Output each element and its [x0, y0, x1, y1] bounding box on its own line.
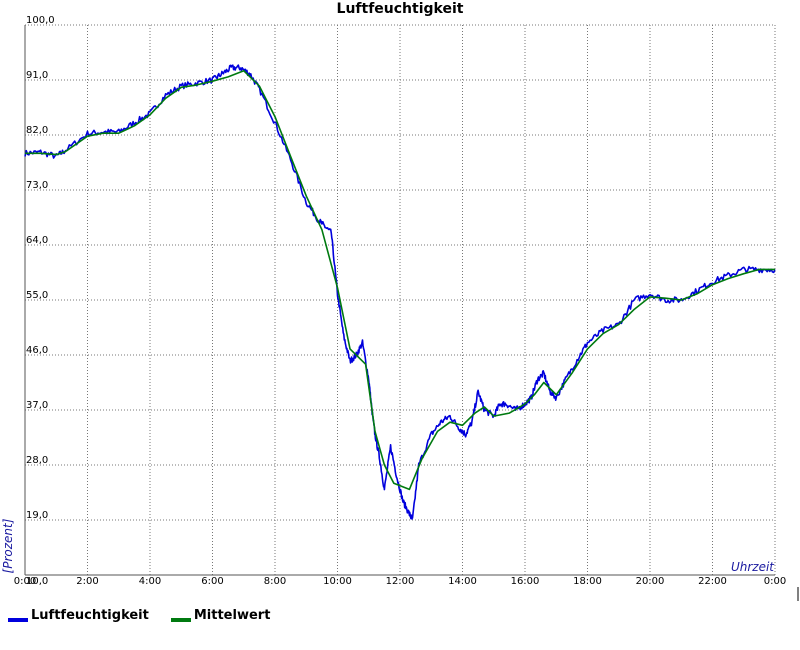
- x-tick-labels: 0:00 2:00 4:00 6:00 8:00 10:00 12:00 14:00 16:00…: [14, 576, 786, 587]
- legend-swatch-mittelwert: [170, 617, 191, 622]
- y-tick-label: 82,0: [26, 125, 48, 136]
- x-tick-label: 10:00: [323, 576, 352, 587]
- legend-item-mittelwert: Mittelwert: [170, 608, 271, 623]
- y-tick-label: 10,0: [26, 576, 48, 587]
- legend-label-luftfeuchtigkeit: Luftfeuchtigkeit: [31, 608, 149, 623]
- x-tick-label: 8:00: [264, 576, 286, 587]
- x-tick-label: 14:00: [448, 576, 477, 587]
- horizontal-gridlines: [25, 24, 775, 521]
- y-axis-label: [Prozent]: [1, 518, 15, 573]
- legend-item-luftfeuchtigkeit: Luftfeuchtigkeit: [8, 608, 149, 623]
- x-tick-label: 22:00: [698, 576, 727, 587]
- x-tick-label: 16:00: [511, 576, 540, 587]
- legend-swatch-luftfeuchtigkeit: [8, 617, 28, 622]
- y-tick-labels: 10,0 19,0 28,0 37,0 46,0 55,0 64,0 73,0 82,0 91,0…: [26, 15, 55, 587]
- x-tick-label: 20:00: [636, 576, 665, 587]
- x-tick-label: 0:00: [764, 576, 786, 587]
- x-tick-label: 12:00: [386, 576, 415, 587]
- x-tick-label: 0:00: [14, 576, 36, 587]
- series-line-mittelwert: [25, 70, 775, 491]
- y-tick-label: 46,0: [26, 345, 48, 356]
- x-tick-label: 6:00: [201, 576, 223, 587]
- y-tick-label: 91,0: [26, 70, 48, 81]
- series-layer: [24, 64, 776, 520]
- y-tick-label: 37,0: [26, 400, 48, 411]
- x-tick-label: 2:00: [76, 576, 98, 587]
- x-axis-label: Uhrzeit: [731, 560, 775, 574]
- y-tick-label: 100,0: [26, 15, 55, 26]
- x-tick-label: 18:00: [573, 576, 602, 587]
- legend: Luftfeuchtigkeit Mittelwert: [8, 608, 270, 623]
- y-tick-label: 73,0: [26, 180, 48, 191]
- legend-label-mittelwert: Mittelwert: [193, 608, 271, 623]
- y-tick-label: 64,0: [26, 235, 48, 246]
- y-tick-label: 55,0: [26, 290, 48, 301]
- x-tick-label: 4:00: [139, 576, 161, 587]
- series-line-luftfeuchtigkeit: [24, 64, 776, 520]
- chart-title: Luftfeuchtigkeit: [337, 1, 464, 17]
- y-tick-label: 28,0: [26, 455, 48, 466]
- y-tick-label: 19,0: [26, 510, 48, 521]
